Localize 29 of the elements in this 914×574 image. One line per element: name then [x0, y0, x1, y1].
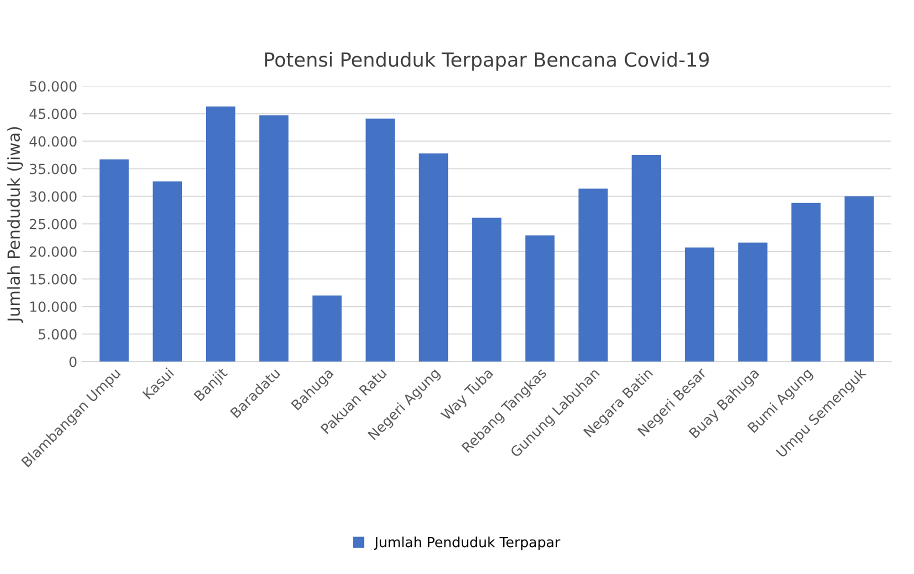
bar [578, 188, 608, 362]
chart-title: Potensi Penduduk Terpapar Bencana Covid-19 [265, 52, 709, 71]
y-tick-label: 10.000 [30, 301, 76, 312]
bar [206, 106, 236, 362]
bar [418, 153, 448, 362]
bar [100, 159, 129, 362]
bar [259, 115, 288, 362]
y-tick-label: 0 [69, 356, 76, 368]
y-tick-label: 30.000 [30, 191, 76, 202]
y-tick-label: 45.000 [29, 108, 76, 120]
y-tick-label: 20.000 [30, 246, 76, 257]
bar [684, 248, 714, 362]
y-tick-label: 35.000 [30, 164, 76, 174]
bar [312, 295, 342, 362]
legend-label: Jumlah Penduduk Terpapar [374, 536, 560, 550]
y-tick-label: 25.000 [30, 218, 76, 230]
bar [632, 154, 661, 362]
y-tick-label: 40.000 [29, 136, 76, 147]
bar [152, 181, 182, 362]
bar [791, 202, 821, 362]
bar [366, 118, 395, 362]
y-tick-label: 5.000 [38, 329, 76, 340]
bar [472, 218, 502, 362]
bar [525, 235, 555, 362]
bar [844, 196, 874, 362]
y-axis-title: Jumlah Penduduk (Jiwa) [7, 127, 24, 323]
y-tick-label: 15.000 [30, 274, 76, 284]
y-tick-label: 50.000 [30, 81, 76, 92]
bar [738, 242, 768, 362]
